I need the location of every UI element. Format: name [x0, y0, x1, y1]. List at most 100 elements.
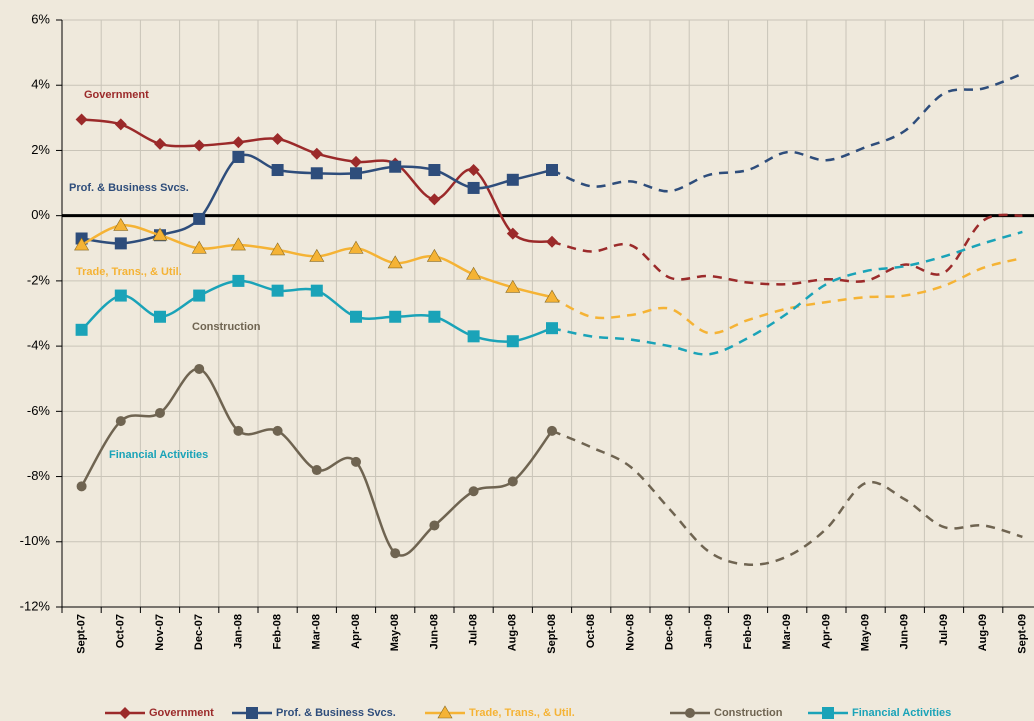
marker	[467, 181, 480, 194]
legend-marker	[119, 707, 131, 719]
series-annotation: Construction	[192, 321, 261, 333]
marker	[114, 237, 127, 250]
legend-marker	[685, 708, 695, 718]
legend-label: Government	[149, 707, 214, 719]
x-tick-label: Aug-09	[977, 614, 989, 651]
x-tick-label: Jun-08	[428, 614, 440, 649]
marker	[389, 310, 402, 323]
y-tick-label: -12%	[20, 598, 51, 613]
x-tick-label: Jul-08	[468, 614, 480, 646]
x-tick-label: Jan-09	[703, 614, 715, 649]
marker	[310, 147, 323, 160]
marker	[544, 289, 560, 303]
marker	[310, 284, 323, 297]
x-tick-label: Oct-08	[585, 614, 597, 648]
x-tick-label: Apr-09	[820, 614, 832, 649]
y-tick-label: 6%	[31, 11, 50, 26]
marker	[271, 284, 284, 297]
marker	[351, 456, 361, 467]
y-tick-label: 4%	[31, 77, 50, 92]
x-tick-label: Dec-07	[193, 614, 205, 650]
marker	[311, 465, 322, 476]
x-tick-label: Nov-08	[624, 614, 636, 651]
marker	[114, 289, 127, 302]
marker	[270, 242, 286, 256]
marker	[546, 322, 558, 335]
x-tick-label: Mar-08	[311, 614, 323, 649]
marker	[350, 167, 362, 180]
marker	[546, 164, 558, 177]
marker	[466, 266, 482, 280]
legend-item: Financial Activities	[808, 707, 951, 719]
y-tick-label: -4%	[27, 338, 51, 353]
marker	[191, 240, 207, 254]
marker	[76, 481, 87, 492]
marker	[154, 310, 166, 323]
series-line	[81, 118, 553, 243]
legend-item: Government	[105, 707, 214, 719]
marker	[193, 139, 206, 152]
marker	[271, 164, 284, 177]
x-tick-label: May-08	[389, 614, 401, 651]
x-tick-label: Sept-09	[1016, 614, 1028, 654]
plot	[74, 72, 1023, 566]
series-annotation: Government	[84, 89, 149, 101]
marker	[155, 407, 165, 418]
series-annotation: Financial Activities	[109, 449, 208, 461]
marker	[194, 363, 205, 374]
marker	[193, 289, 206, 302]
marker	[115, 416, 126, 427]
marker	[428, 164, 441, 177]
x-tick-label: Apr-08	[350, 614, 362, 649]
x-tick-label: Sept-08	[546, 614, 558, 654]
legend-label: Prof. & Business Svcs.	[276, 707, 396, 719]
legend-label: Financial Activities	[852, 707, 951, 719]
legend-marker	[437, 705, 453, 719]
x-tick-label: Oct-07	[115, 614, 127, 648]
y-tick-label: -2%	[27, 272, 51, 287]
marker	[505, 279, 521, 293]
marker	[547, 425, 557, 436]
marker	[272, 425, 283, 436]
x-tick-label: Feb-08	[272, 614, 284, 649]
marker	[232, 274, 245, 287]
x-tick-label: May-09	[860, 614, 872, 651]
series-annotation: Trade, Trans., & Util.	[76, 266, 182, 278]
marker	[387, 255, 403, 269]
y-tick-label: 0%	[31, 207, 50, 222]
marker	[193, 212, 206, 225]
legend-item: Trade, Trans., & Util.	[425, 705, 575, 719]
marker	[546, 235, 558, 248]
series-line	[80, 367, 553, 557]
marker	[468, 486, 479, 497]
marker	[232, 150, 245, 163]
x-tick-label: Aug-08	[507, 614, 519, 651]
marker	[310, 167, 323, 180]
marker	[507, 476, 518, 487]
marker	[390, 548, 401, 559]
marker	[467, 330, 480, 343]
marker	[506, 227, 519, 240]
legend-item: Prof. & Business Svcs.	[232, 707, 396, 719]
legend-item: Construction	[670, 707, 783, 719]
forecast-line	[551, 72, 1023, 193]
x-tick-label: Feb-09	[742, 614, 754, 649]
marker	[506, 173, 519, 186]
marker	[230, 237, 246, 251]
marker	[426, 248, 442, 262]
marker	[428, 193, 441, 206]
marker	[271, 133, 284, 146]
legend-label: Construction	[714, 707, 783, 719]
series-annotation: Prof. & Business Svcs.	[69, 182, 189, 194]
y-tick-label: 2%	[31, 142, 50, 157]
marker	[114, 118, 127, 131]
marker	[232, 136, 245, 149]
x-tick-label: Sept-07	[76, 614, 88, 654]
x-tick-label: Jul-09	[938, 614, 950, 646]
x-tick-label: Jan-08	[232, 614, 244, 649]
legend-marker	[246, 707, 258, 719]
marker	[506, 335, 519, 348]
marker	[429, 520, 440, 531]
